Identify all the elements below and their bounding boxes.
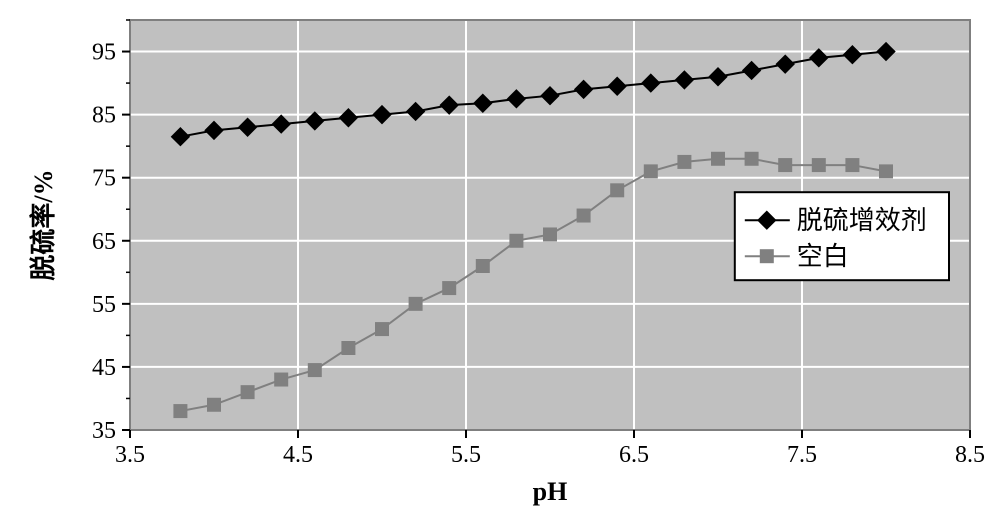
square-marker (510, 234, 523, 247)
y-tick-label: 35 (92, 418, 116, 444)
y-tick-label: 85 (92, 103, 116, 129)
x-tick-label: 6.5 (619, 442, 649, 468)
y-tick-label: 65 (92, 229, 116, 255)
y-tick-label: 45 (92, 355, 116, 381)
square-marker (577, 209, 590, 222)
square-marker (544, 228, 557, 241)
y-tick-label: 55 (92, 292, 116, 318)
square-marker (812, 159, 825, 172)
square-marker (846, 159, 859, 172)
square-marker (644, 165, 657, 178)
square-marker (443, 282, 456, 295)
square-marker (409, 297, 422, 310)
square-marker (476, 260, 489, 273)
y-tick-label: 75 (92, 166, 116, 192)
x-tick-label: 8.5 (955, 442, 985, 468)
square-marker (880, 165, 893, 178)
legend-label-blank: 空白 (797, 242, 849, 271)
square-marker (308, 364, 321, 377)
x-tick-label: 3.5 (115, 442, 145, 468)
square-marker (760, 250, 773, 263)
square-marker (208, 398, 221, 411)
square-marker (712, 152, 725, 165)
square-marker (342, 342, 355, 355)
x-tick-label: 4.5 (283, 442, 313, 468)
square-marker (376, 323, 389, 336)
line-chart: 3.5 4.5 5.5 6.5 7.5 8.5 35 45 55 65 75 85 95 pH 脱硫率/% 脱… (0, 0, 1000, 510)
square-marker (611, 184, 624, 197)
legend-label-synergist: 脱硫增效剂 (797, 206, 927, 235)
square-marker (174, 405, 187, 418)
x-tick-label: 5.5 (451, 442, 481, 468)
square-marker (745, 152, 758, 165)
y-axis-title: 脱硫率/% (28, 169, 58, 280)
y-tick-label: 95 (92, 40, 116, 66)
legend: 脱硫增效剂空白 (735, 192, 949, 280)
square-marker (779, 159, 792, 172)
square-marker (275, 373, 288, 386)
square-marker (241, 386, 254, 399)
x-tick-label: 7.5 (787, 442, 817, 468)
chart-container: 3.5 4.5 5.5 6.5 7.5 8.5 35 45 55 65 75 85 95 pH 脱硫率/% 脱… (0, 0, 1000, 510)
square-marker (678, 155, 691, 168)
x-axis-title: pH (533, 477, 568, 506)
